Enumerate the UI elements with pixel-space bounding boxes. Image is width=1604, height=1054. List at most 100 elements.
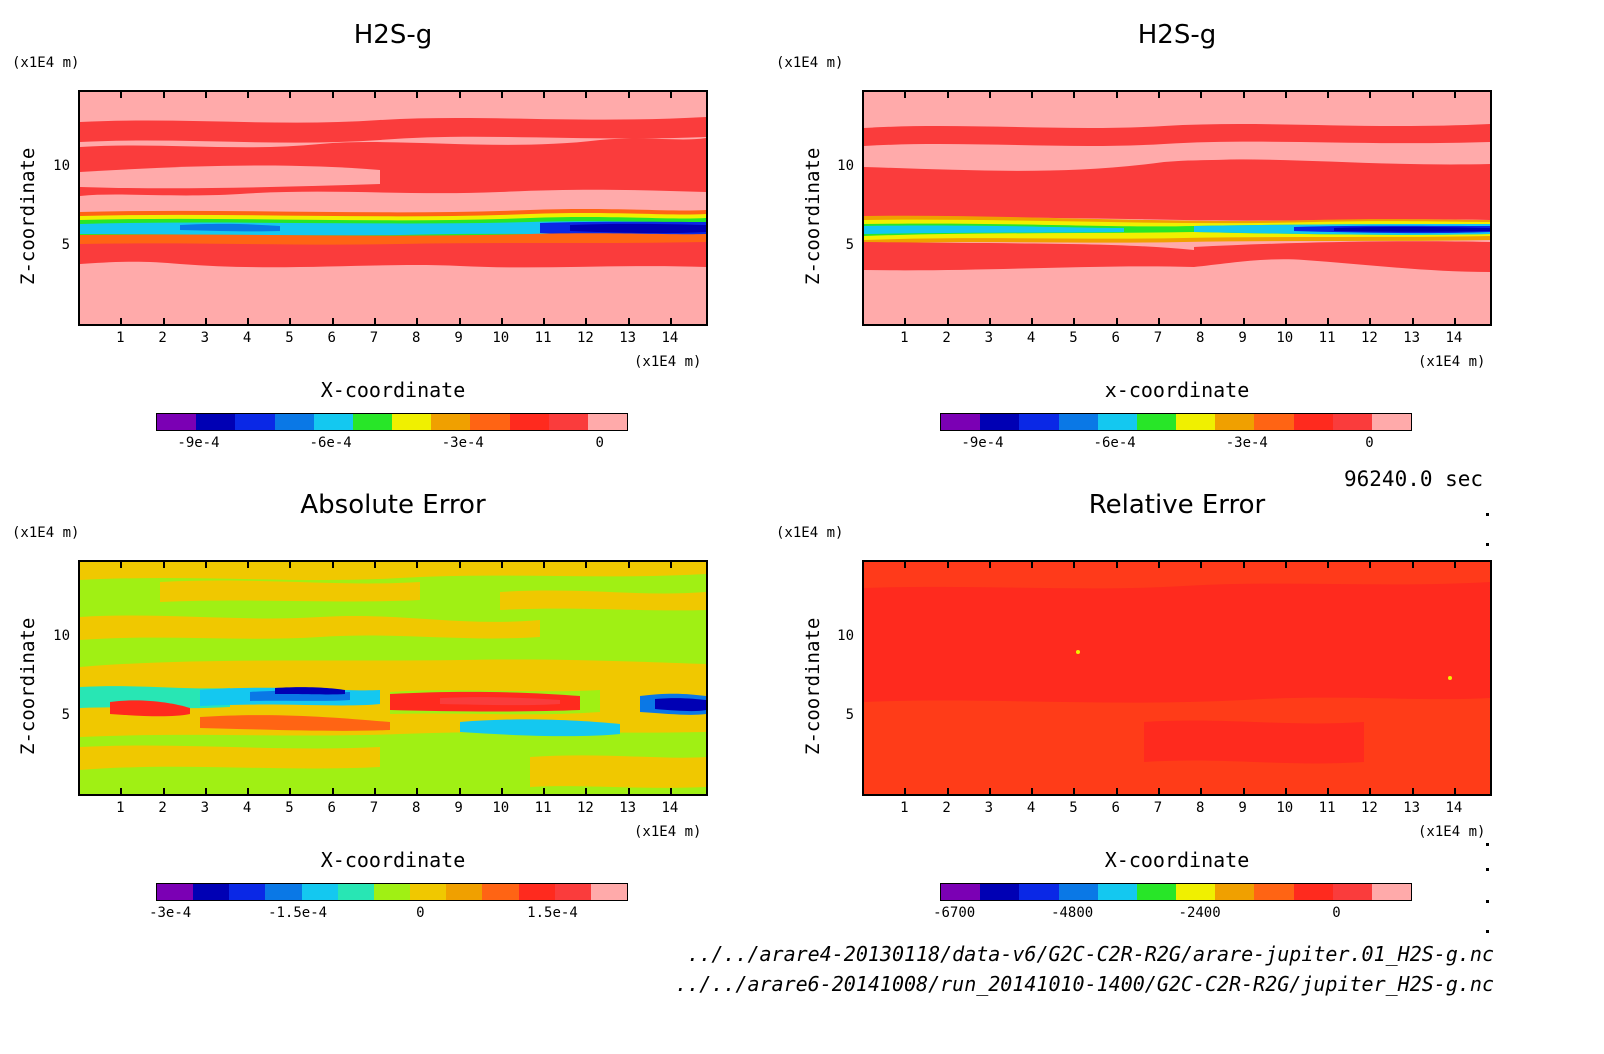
colorbar-segment xyxy=(337,884,374,900)
x-tick: 2 xyxy=(942,330,951,346)
x-tick-mark xyxy=(162,560,165,568)
x-tick: 2 xyxy=(158,800,167,816)
x-tick: 12 xyxy=(1360,800,1378,816)
colorbar-segment xyxy=(1136,414,1177,430)
y-unit-label: (x1E4 m) xyxy=(12,55,80,71)
x-tick-mark xyxy=(458,318,461,326)
x-tick-mark xyxy=(1284,318,1287,326)
x-tick-mark xyxy=(120,560,123,568)
x-tick: 10 xyxy=(1276,800,1294,816)
colorbar-segment xyxy=(980,884,1020,900)
dot-marker xyxy=(1486,900,1489,903)
chart-title: H2S-g xyxy=(353,20,433,50)
x-tick-mark xyxy=(500,318,503,326)
x-tick-mark xyxy=(627,788,630,796)
x-tick-mark xyxy=(1073,788,1076,796)
x-unit-label: (x1E4 m) xyxy=(634,824,702,840)
y-tick: 5 xyxy=(845,237,854,253)
x-tick-mark xyxy=(1369,560,1372,568)
x-tick: 8 xyxy=(1196,330,1205,346)
colorbar-segment xyxy=(941,884,981,900)
x-tick-mark xyxy=(247,318,250,326)
x-tick-mark xyxy=(543,90,546,98)
x-tick-mark xyxy=(904,318,907,326)
x-tick-mark xyxy=(1157,788,1160,796)
x-tick: 14 xyxy=(661,330,679,346)
colorbar-segment xyxy=(1058,414,1098,430)
dot-marker xyxy=(1486,843,1489,846)
x-tick-mark xyxy=(162,90,165,98)
colorbar-segment xyxy=(1293,884,1333,900)
x-tick: 3 xyxy=(984,800,994,816)
x-tick: 14 xyxy=(1445,800,1463,816)
x-tick: 5 xyxy=(1069,800,1078,816)
colorbar-segment xyxy=(229,884,266,900)
colorbar-segment xyxy=(1019,414,1059,430)
x-tick: 4 xyxy=(1026,330,1036,346)
x-tick-mark xyxy=(1327,560,1330,568)
y-axis-label: Z-coordinate xyxy=(17,147,39,285)
x-tick-mark xyxy=(458,560,461,568)
dot-marker xyxy=(1486,513,1489,516)
colorbar-segment xyxy=(1332,414,1372,430)
x-tick: 9 xyxy=(1238,330,1247,346)
x-tick: 13 xyxy=(619,800,637,816)
colorbar-segment xyxy=(157,414,197,430)
colorbar-segment xyxy=(392,414,432,430)
x-tick-mark xyxy=(988,560,991,568)
x-tick-mark xyxy=(373,90,376,98)
x-tick-mark xyxy=(1031,560,1034,568)
x-axis-label: x-coordinate xyxy=(1104,378,1250,402)
colorbar xyxy=(156,883,628,901)
x-tick: 3 xyxy=(200,330,210,346)
x-tick: 5 xyxy=(285,800,294,816)
x-tick-mark xyxy=(1115,788,1118,796)
y-tick: 5 xyxy=(61,237,70,253)
file-path-1: ../../arare4-20130118/data-v6/G2C-C2R-R2… xyxy=(687,942,1494,966)
x-tick-mark xyxy=(1327,90,1330,98)
colorbar-segment xyxy=(1254,414,1294,430)
x-tick: 1 xyxy=(900,330,909,346)
x-tick-mark xyxy=(458,90,461,98)
x-tick-mark xyxy=(247,90,250,98)
x-tick-mark xyxy=(1073,90,1076,98)
x-tick-mark xyxy=(1327,788,1330,796)
colorbar-tick: -6e-4 xyxy=(309,435,352,451)
colorbar-tick: 0 xyxy=(595,435,604,451)
colorbar-segment xyxy=(548,414,588,430)
x-tick-mark xyxy=(1200,90,1203,98)
colorbar-segment xyxy=(590,884,628,900)
x-axis-label: X-coordinate xyxy=(320,848,466,872)
x-tick-mark xyxy=(247,788,250,796)
heatmap-plot xyxy=(78,560,708,796)
x-tick: 9 xyxy=(454,330,463,346)
colorbar-tick: -1.5e-4 xyxy=(268,905,328,921)
colorbar-segment xyxy=(554,884,591,900)
x-tick: 13 xyxy=(1403,800,1421,816)
x-tick-mark xyxy=(1284,788,1287,796)
x-axis-label: X-coordinate xyxy=(1104,848,1250,872)
x-tick-mark xyxy=(1369,788,1372,796)
x-tick-mark xyxy=(1242,788,1245,796)
x-tick-mark xyxy=(585,318,588,326)
x-tick: 10 xyxy=(492,800,510,816)
x-tick-mark xyxy=(1369,318,1372,326)
x-tick-mark xyxy=(289,90,292,98)
x-tick-mark xyxy=(204,318,207,326)
colorbar-segment xyxy=(1176,884,1216,900)
x-tick-mark xyxy=(162,318,165,326)
dot-marker xyxy=(1486,868,1489,871)
y-axis-label: Z-coordinate xyxy=(802,147,824,285)
colorbar-segment xyxy=(196,414,236,430)
colorbar-segment xyxy=(1215,414,1255,430)
colorbar-segment xyxy=(1215,884,1255,900)
x-tick-mark xyxy=(331,90,334,98)
colorbar xyxy=(940,883,1412,901)
x-tick-mark xyxy=(988,788,991,796)
y-unit-label: (x1E4 m) xyxy=(776,525,844,541)
y-tick: 5 xyxy=(845,707,854,723)
x-tick-mark xyxy=(585,788,588,796)
x-tick: 9 xyxy=(454,800,463,816)
x-tick: 1 xyxy=(116,330,125,346)
x-tick-mark xyxy=(204,788,207,796)
